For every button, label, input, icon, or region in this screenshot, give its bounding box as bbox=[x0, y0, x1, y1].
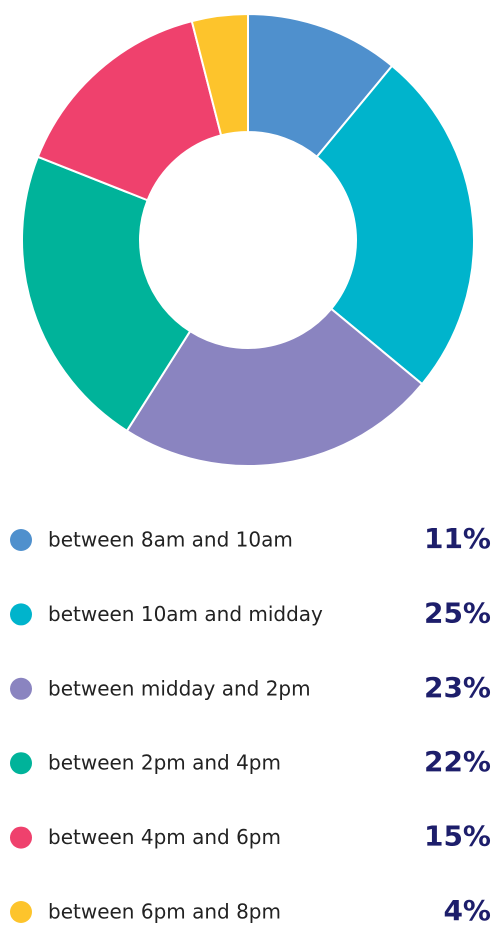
value-label: 22% bbox=[424, 745, 491, 778]
legend-label: between 2pm and 4pm bbox=[48, 751, 281, 775]
donut-slice bbox=[315, 64, 475, 386]
legend-label: between 10am and midday bbox=[48, 602, 323, 626]
value-label: 25% bbox=[424, 596, 491, 629]
value-label: 4% bbox=[443, 894, 491, 927]
legend-swatch bbox=[10, 752, 32, 775]
donut-slice bbox=[21, 155, 192, 433]
legend-swatch bbox=[10, 603, 32, 626]
value-label: 11% bbox=[424, 522, 491, 555]
legend-swatch bbox=[10, 901, 32, 923]
value-label: 23% bbox=[424, 671, 491, 704]
legend-label: between 8am and 10am bbox=[48, 528, 293, 552]
legend-label: between midday and 2pm bbox=[48, 676, 311, 700]
value-label: 15% bbox=[424, 820, 491, 853]
legend-swatch bbox=[10, 826, 32, 849]
legend-label: between 6pm and 8pm bbox=[48, 900, 281, 924]
donut-slice bbox=[190, 12, 249, 137]
legend-swatch bbox=[10, 529, 32, 551]
donut-slice bbox=[125, 307, 424, 467]
legend-label: between 4pm and 6pm bbox=[48, 825, 281, 849]
donut-slice bbox=[36, 19, 223, 202]
legend-swatch bbox=[10, 677, 32, 700]
